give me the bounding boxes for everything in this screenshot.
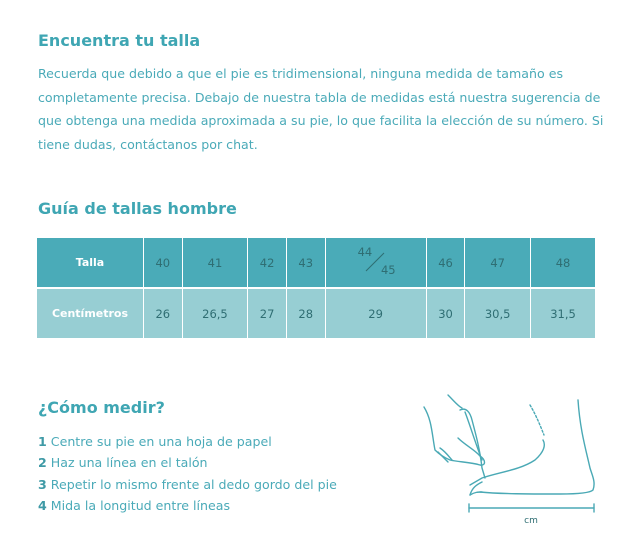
- size-cell: 46: [425, 238, 465, 288]
- cm-cell: 30,5: [464, 287, 531, 338]
- size-cell: 43: [285, 238, 326, 288]
- step-item: 4 Mida la longitud entre líneas: [38, 497, 231, 513]
- foot-measure-illustration: cm: [423, 394, 595, 526]
- intro-title: Encuentra tu talla: [38, 31, 201, 50]
- step-item: 2 Haz una línea en el talón: [38, 455, 208, 471]
- size-cell: 42: [247, 238, 287, 288]
- cm-cell: 28: [285, 287, 326, 338]
- size-cell: 41: [181, 238, 248, 288]
- size-table: Talla 40 41 42 43 44 45 46 47 48 Centímet…: [37, 238, 595, 338]
- unit-label: cm: [524, 516, 538, 526]
- measure-steps: 1 Centre su pie en una hoja de papel 2 H…: [38, 431, 337, 516]
- size-bottom: 45: [380, 263, 396, 277]
- cm-cell: 26: [143, 287, 183, 338]
- intro-text: Recuerda que debido a que el pie es trid…: [38, 66, 604, 152]
- cm-cell: 30: [425, 287, 465, 338]
- cm-row: Centímetros 26 26,5 27 28 29 30 30,5 31,…: [37, 287, 595, 338]
- size-top: 44: [357, 245, 373, 259]
- cm-cell: 27: [247, 287, 287, 338]
- size-cell: 40: [143, 238, 183, 288]
- size-row: Talla 40 41 42 43 44 45 46 47 48: [37, 238, 595, 288]
- row-label: Talla: [37, 238, 144, 288]
- cm-cell: 31,5: [530, 287, 595, 338]
- step-item: 3 Repetir lo mismo frente al dedo gordo …: [38, 476, 337, 492]
- cm-cell: 29: [324, 287, 427, 338]
- size-cell: 47: [464, 238, 531, 288]
- size-cell: 48: [530, 238, 595, 288]
- slash-icon: [365, 252, 384, 272]
- size-cell-split: 44 45: [324, 238, 427, 288]
- size-guide-title: Guía de tallas hombre: [38, 199, 237, 218]
- row-label: Centímetros: [37, 287, 144, 338]
- step-item: 1 Centre su pie en una hoja de papel: [38, 434, 272, 449]
- measure-title: ¿Cómo medir?: [38, 398, 165, 417]
- cm-cell: 26,5: [181, 287, 248, 338]
